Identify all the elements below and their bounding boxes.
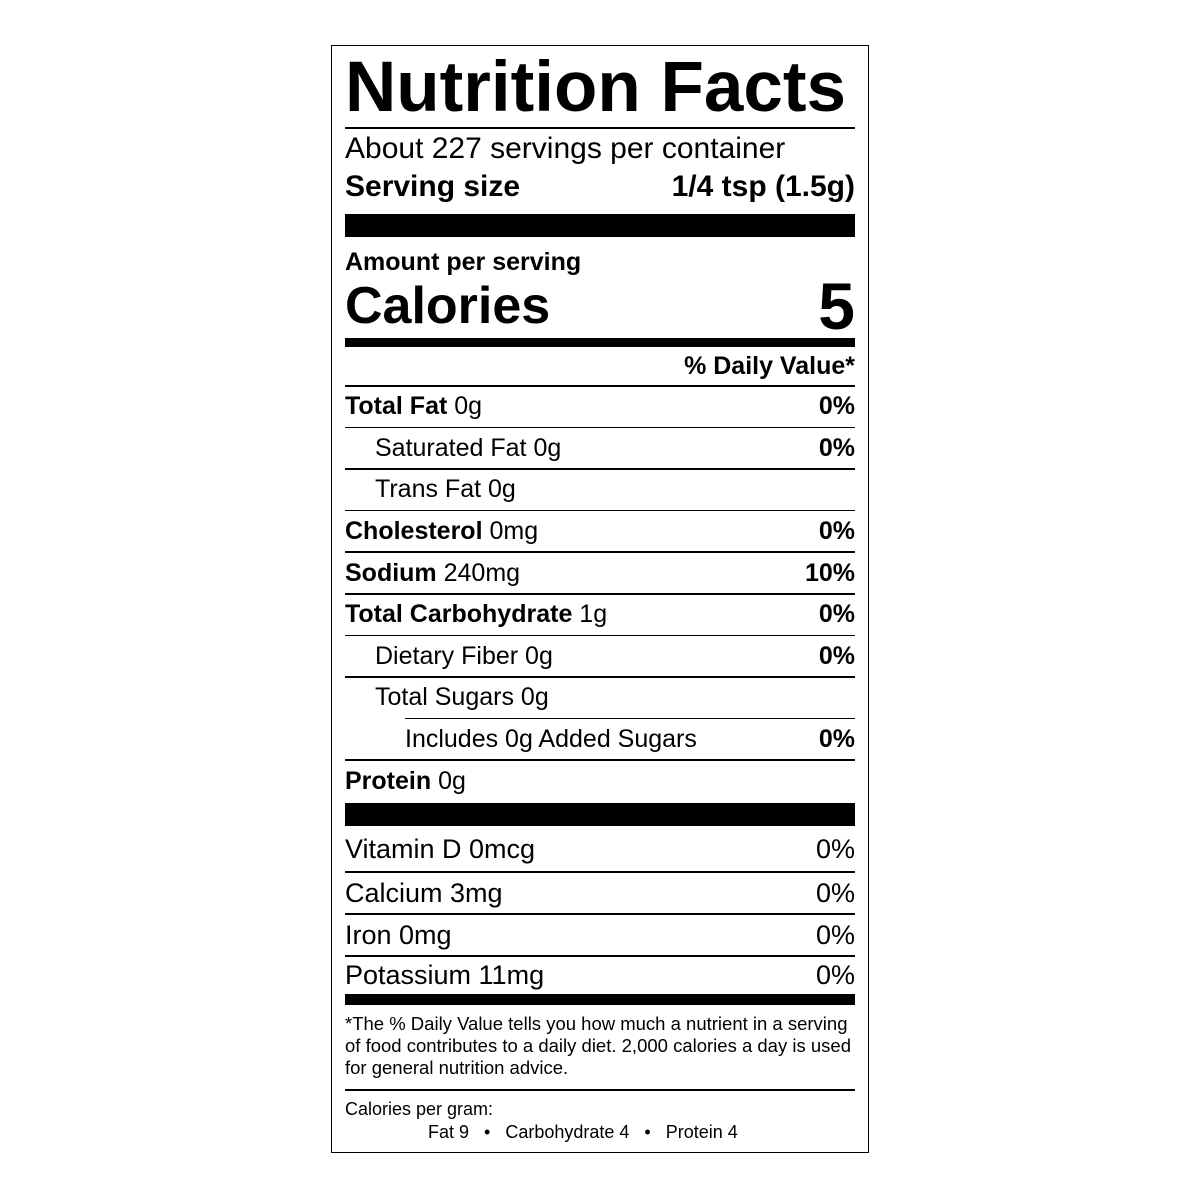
nutrient-name: Sodium: [345, 558, 437, 587]
thick-divider: [345, 803, 855, 826]
nutrient-name: Includes 0g Added Sugars: [405, 725, 697, 754]
calories-per-gram-values: Fat 9 • Carbohydrate 4 • Protein 4: [428, 1122, 738, 1142]
divider: [345, 127, 855, 129]
label-title: Nutrition Facts: [345, 48, 846, 127]
nutrient-daily-value: 0%: [818, 517, 855, 546]
nutrient-row: Includes 0g Added Sugars 0%: [405, 719, 855, 761]
nutrient-amount: 0g: [454, 392, 483, 421]
nutrient-amount: 0g: [520, 683, 549, 712]
nutrient-label: Total Carbohydrate 1g: [345, 600, 607, 629]
nutrient-daily-value: 0%: [818, 641, 855, 670]
servings-per-container: About 227 servings per container: [345, 132, 786, 165]
divider: [405, 717, 855, 720]
vitamin-daily-value: 0%: [815, 877, 855, 908]
footnote: *The % Daily Value tells you how much a …: [345, 1013, 851, 1078]
vitamin-daily-value: 0%: [815, 919, 855, 950]
nutrient-row: Dietary Fiber 0g 0%: [375, 636, 855, 678]
serving-size-value: 1/4 tsp (1.5g): [671, 170, 855, 203]
nutrient-label: Total Sugars 0g: [375, 683, 549, 712]
nutrient-name: Dietary Fiber: [375, 641, 519, 670]
divider: [345, 551, 855, 553]
nutrient-label: Total Fat 0g: [345, 392, 482, 421]
nutrient-row: Total Fat 0g 0%: [345, 386, 855, 428]
nutrient-label: Saturated Fat 0g: [375, 434, 561, 463]
nutrient-amount: 1g: [579, 600, 608, 629]
medium-divider: [345, 994, 855, 1005]
nutrient-name: Cholesterol: [345, 517, 483, 546]
nutrient-row: Saturated Fat 0g 0%: [375, 428, 855, 470]
vitamin-row: Potassium 11mg 0%: [345, 956, 855, 994]
nutrient-amount: 0g: [533, 433, 562, 462]
vitamin-daily-value: 0%: [815, 959, 855, 990]
nutrient-label: Includes 0g Added Sugars: [405, 725, 697, 754]
nutrient-row: Total Carbohydrate 1g 0%: [345, 594, 855, 636]
nutrient-name: Trans Fat: [375, 475, 482, 504]
vitamin-name: Potassium 11mg: [345, 959, 545, 990]
nutrient-name: Protein: [345, 766, 432, 795]
divider: [345, 468, 855, 470]
nutrient-amount: 240mg: [443, 558, 521, 587]
divider: [345, 871, 855, 873]
divider: [345, 593, 855, 595]
nutrient-row: Trans Fat 0g: [375, 469, 855, 511]
nutrient-name: Saturated Fat: [375, 433, 527, 462]
nutrient-name: Total Carbohydrate: [345, 600, 573, 629]
nutrient-amount: 0g: [525, 641, 553, 670]
nutrient-daily-value: 10%: [804, 558, 855, 587]
nutrient-daily-value: 0%: [818, 600, 855, 629]
nutrient-daily-value: 0%: [818, 392, 855, 421]
nutrient-label: Cholesterol 0mg: [345, 517, 538, 546]
medium-divider: [345, 338, 855, 347]
divider: [345, 634, 855, 637]
calories-per-gram-label: Calories per gram:: [345, 1099, 494, 1119]
nutrient-label: Sodium 240mg: [345, 559, 520, 588]
vitamin-row: Iron 0mg 0%: [345, 914, 855, 956]
nutrient-label: Protein 0g: [345, 767, 466, 796]
calories: Calories 5: [345, 269, 855, 343]
divider: [345, 426, 855, 429]
nutrient-name: Total Sugars: [375, 683, 514, 712]
serving-size: Serving size 1/4 tsp (1.5g): [345, 168, 855, 206]
divider: [345, 509, 855, 512]
thick-divider: [345, 214, 855, 237]
nutrient-daily-value: 0%: [818, 725, 855, 754]
amount-per-serving: Amount per serving: [345, 248, 582, 276]
nutrient-label: Dietary Fiber 0g: [375, 642, 553, 671]
calories-value: 5: [818, 269, 855, 343]
calories-label: Calories: [345, 277, 551, 335]
nutrient-row: Total Sugars 0g: [375, 677, 855, 719]
divider: [345, 676, 855, 678]
nutrient-row: Protein 0g: [345, 760, 855, 802]
vitamin-row: Vitamin D 0mcg 0%: [345, 826, 855, 872]
divider: [345, 913, 855, 915]
vitamin-daily-value: 0%: [815, 833, 855, 864]
vitamin-name: Calcium 3mg: [345, 877, 503, 908]
nutrient-label: Trans Fat 0g: [375, 475, 516, 504]
nutrient-row: Cholesterol 0mg 0%: [345, 511, 855, 553]
vitamin-name: Vitamin D 0mcg: [345, 833, 536, 864]
nutrient-amount: 0mg: [489, 517, 539, 546]
nutrient-name: Total Fat: [345, 392, 448, 421]
vitamin-name: Iron 0mg: [345, 919, 452, 950]
nutrient-amount: 0g: [438, 766, 466, 795]
divider: [345, 385, 855, 387]
serving-size-label: Serving size: [345, 170, 521, 203]
nutrient-amount: 0g: [488, 475, 516, 504]
divider: [345, 955, 855, 957]
nutrient-daily-value: 0%: [818, 433, 855, 462]
nutrition-label: [331, 45, 869, 1153]
daily-value-header: % Daily Value*: [684, 352, 855, 380]
divider: [345, 1089, 855, 1091]
vitamin-row: Calcium 3mg 0%: [345, 872, 855, 914]
nutrient-row: Sodium 240mg 10%: [345, 552, 855, 594]
divider: [345, 759, 855, 761]
